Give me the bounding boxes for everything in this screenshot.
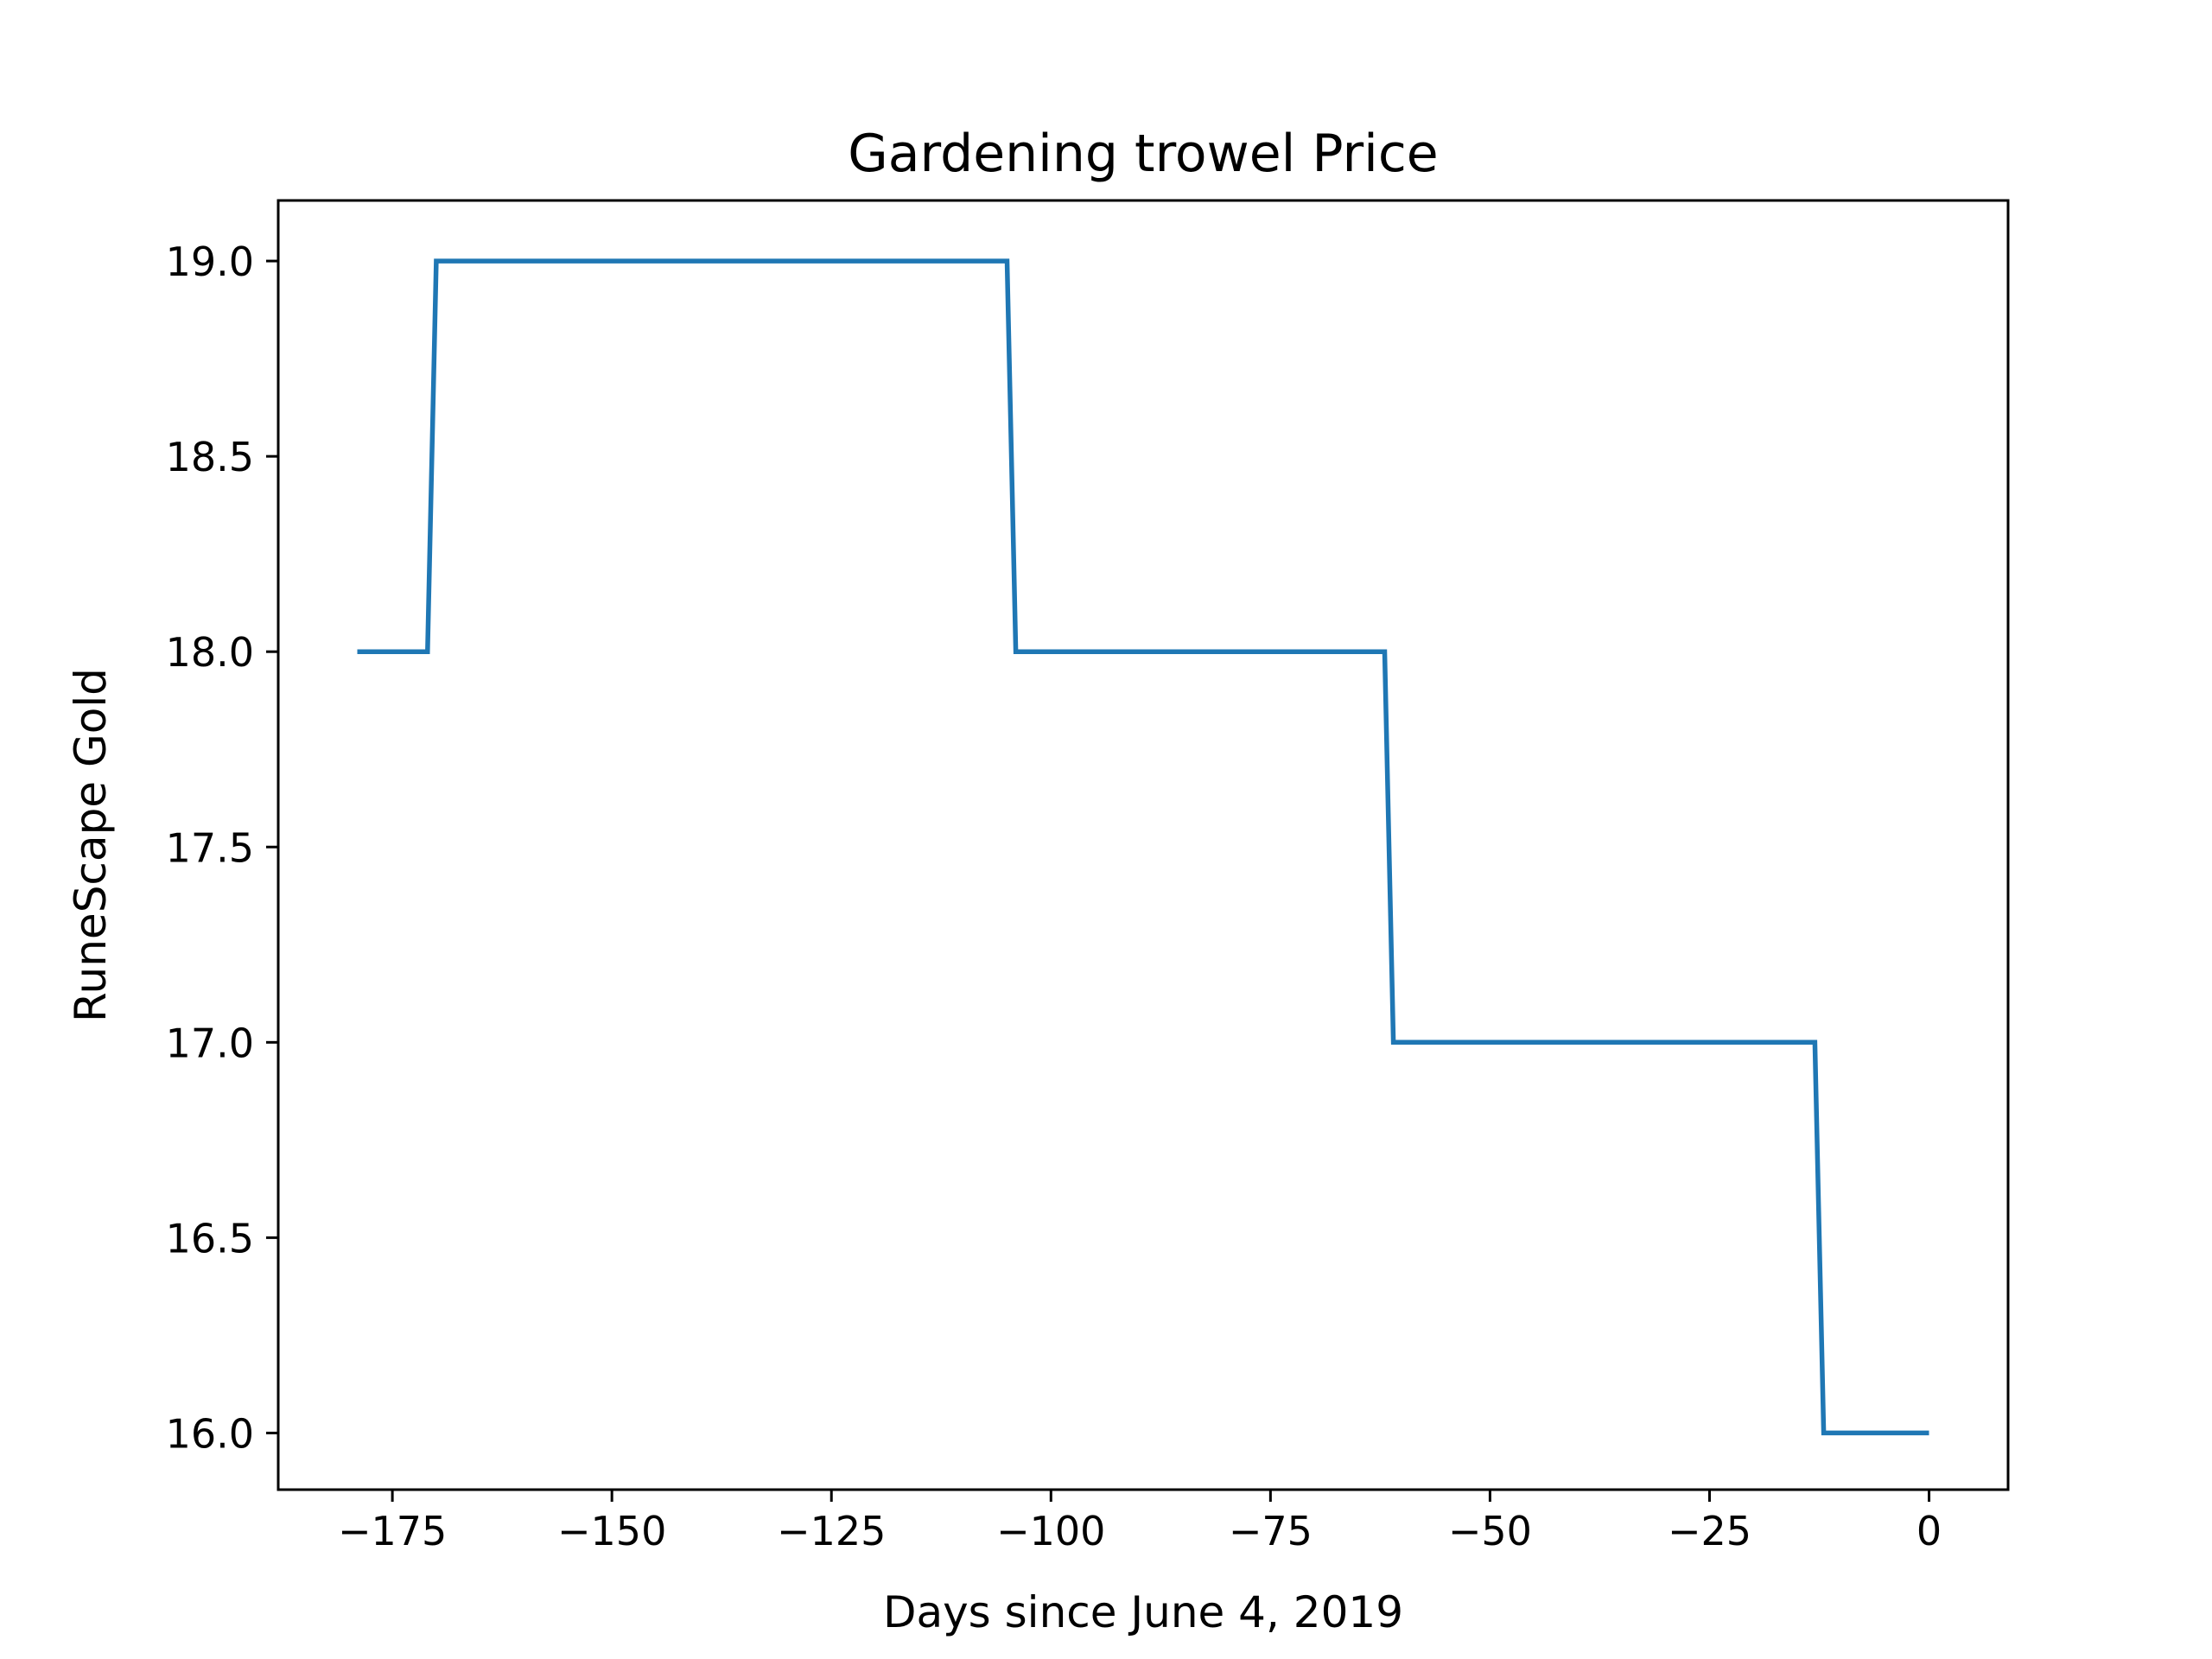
- y-axis: 16.0 16.5 17.0 17.5 18.0 18.5 19.0: [166, 238, 278, 1457]
- x-axis: −175 −150 −125 −100 −75 −50 −25 0: [338, 1490, 1942, 1554]
- plot-area: [276, 199, 2010, 1491]
- series-layer: [357, 258, 1929, 1436]
- x-tick-label: −175: [338, 1508, 447, 1554]
- chart-title: Gardening trowel Price: [848, 124, 1438, 184]
- y-tick-label: 18.0: [166, 629, 254, 676]
- y-tick-label: 16.5: [166, 1215, 254, 1262]
- series-line-0: [357, 258, 1929, 1436]
- x-tick-label: −75: [1229, 1508, 1313, 1554]
- x-tick-label: −150: [557, 1508, 666, 1554]
- y-tick-label: 17.5: [166, 824, 254, 871]
- y-axis-label: RuneScape Gold: [66, 668, 116, 1022]
- x-tick-label: −125: [777, 1508, 886, 1554]
- x-tick-label: −25: [1668, 1508, 1751, 1554]
- x-tick-label: −50: [1448, 1508, 1532, 1554]
- plot-frame: [276, 199, 2010, 1491]
- y-tick-label: 17.0: [166, 1020, 254, 1066]
- y-tick-label: 18.5: [166, 434, 254, 480]
- x-tick-label: −100: [996, 1508, 1105, 1554]
- x-tick-label: 0: [1916, 1508, 1942, 1554]
- y-tick-label: 16.0: [166, 1410, 254, 1457]
- y-tick-label: 19.0: [166, 238, 254, 285]
- x-axis-label: Days since June 4, 2019: [883, 1587, 1403, 1637]
